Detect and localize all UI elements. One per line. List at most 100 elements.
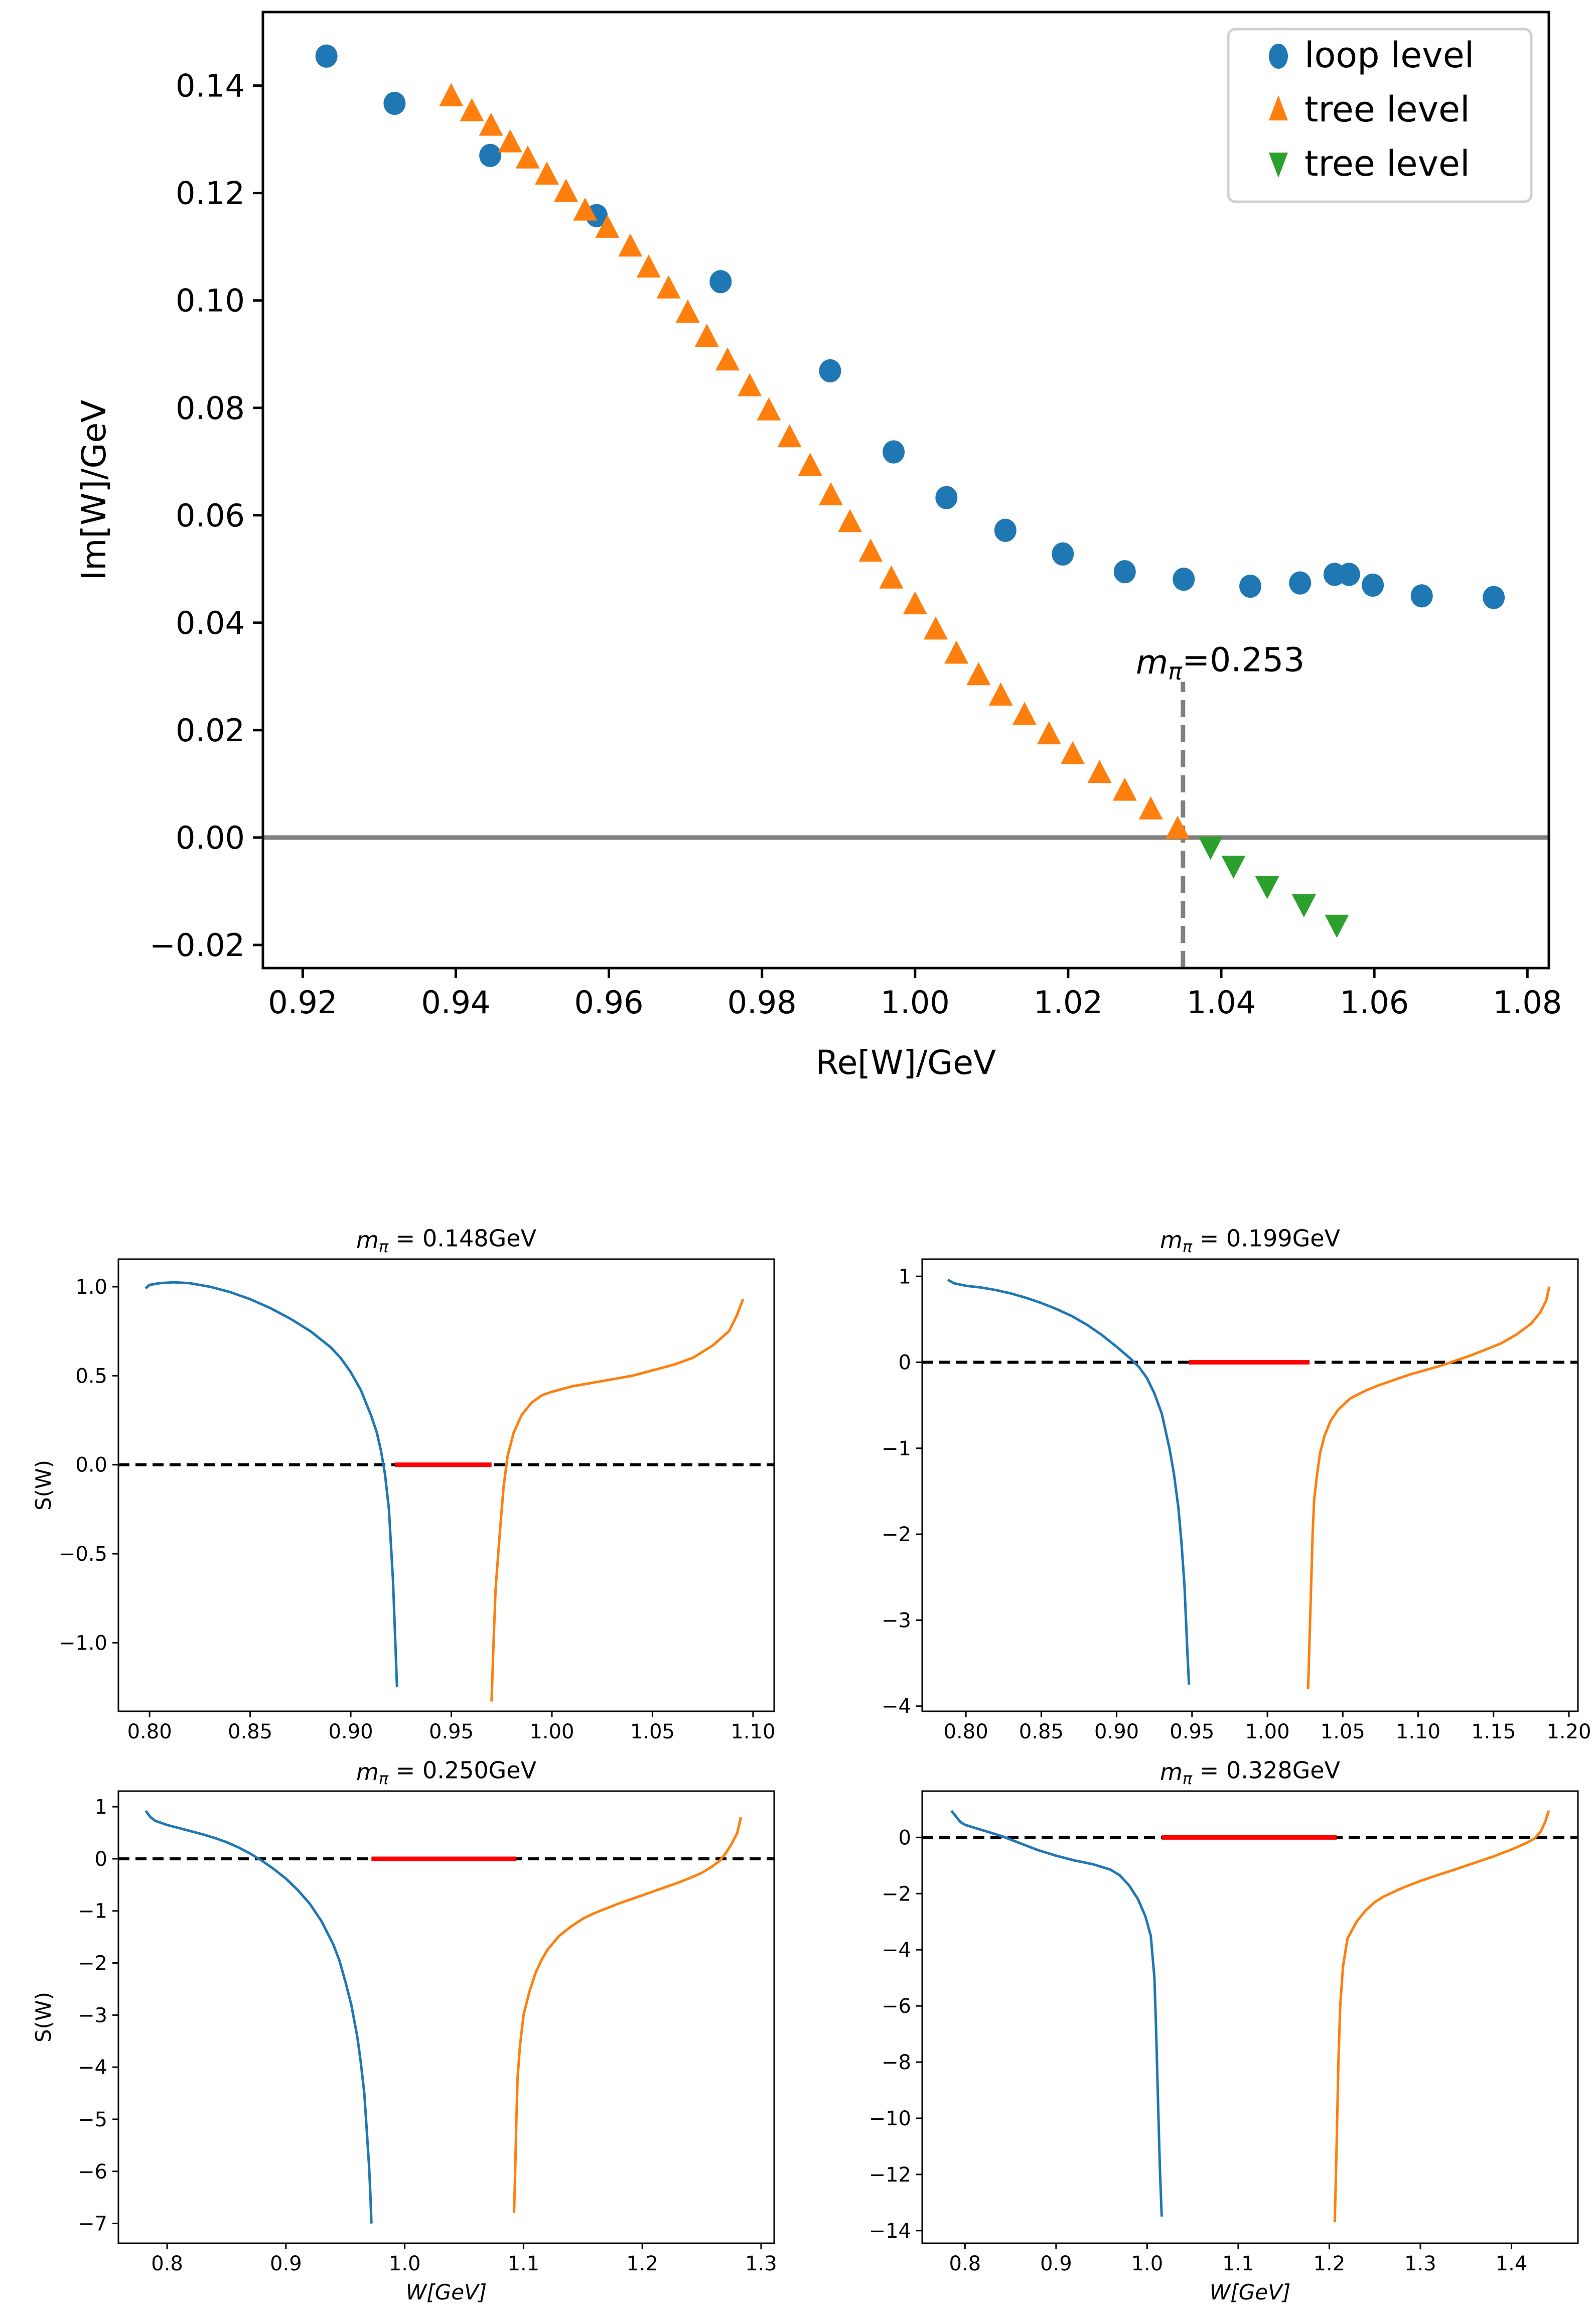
legend-triangle-down-icon <box>1269 153 1288 178</box>
y-tick-label: −4 <box>882 1939 911 1962</box>
loop-level-point <box>1483 586 1505 609</box>
tree-level-up-point <box>636 254 661 278</box>
x-tick-label: 1.0 <box>389 2252 421 2275</box>
tree-level-down-point <box>1325 914 1349 938</box>
x-tick-label: 1.4 <box>1496 2252 1528 2275</box>
x-tick-label: 0.92 <box>268 984 337 1021</box>
im-vs-re-scatter-chart: 0.92 0.94 0.96 0.98 1.00 1.02 1.04 1.06 1.08 −0.0… <box>75 11 1562 1082</box>
subplot-mpi-0148: 0.80 0.85 0.90 0.95 1.00 1.05 1.10 −1.0 −0.5 0.0 0… <box>31 1225 775 1743</box>
axes-frame <box>921 1258 1579 1712</box>
x-tick-label: 1.00 <box>881 984 950 1021</box>
legend-triangle-up-icon <box>1269 95 1288 120</box>
tree-level-up-point <box>554 179 578 202</box>
tree-level-up-point <box>694 324 719 347</box>
subplot-title-var: m <box>1160 1227 1183 1254</box>
tree-level-down-point <box>1221 855 1246 879</box>
tree-level-up-point <box>838 509 862 532</box>
x-tick-label: 0.80 <box>127 1720 172 1743</box>
y-tick-label: −1 <box>78 1900 107 1923</box>
y-tick-label: 0.06 <box>176 497 245 534</box>
y-tick-label: −0.5 <box>59 1543 107 1566</box>
subplot-title-subscript: π <box>1183 1769 1193 1788</box>
legend: loop level tree level tree level <box>1227 28 1533 203</box>
y-tick-label: −12 <box>869 2163 911 2187</box>
subplot-title-value: = 0.199GeV <box>1192 1225 1340 1252</box>
mpi-annotation-value: =0.253 <box>1182 641 1304 680</box>
tree-level-down-point <box>1198 837 1223 860</box>
subplot-title-var: m <box>356 1227 379 1254</box>
legend-label: tree level <box>1304 89 1470 130</box>
y-tick-label: 0.10 <box>176 283 245 319</box>
loop-level-point <box>819 359 841 383</box>
loop-level-point <box>883 440 905 464</box>
loop-level-point <box>994 518 1017 542</box>
axes-frame <box>261 11 1550 970</box>
y-tick-label: −3 <box>882 1609 911 1632</box>
y-tick-label: −7 <box>78 2213 107 2236</box>
y-tick-label: −4 <box>78 2056 107 2079</box>
loop-level-point <box>1239 574 1262 598</box>
tree-level-up-point <box>1166 816 1190 839</box>
loop-level-point <box>1052 542 1074 566</box>
subplot-title: mπ = 0.148GeV <box>356 1225 537 1257</box>
y-tick-label: −1 <box>882 1437 911 1460</box>
y-tick-label: 0.0 <box>75 1454 107 1477</box>
plot-lines <box>922 1810 1578 2223</box>
tree-level-up-point <box>439 83 464 106</box>
y-tick-label: 0 <box>95 1848 107 1871</box>
y-tick-label: 0.14 <box>176 68 245 104</box>
x-tick-label: 0.85 <box>228 1720 272 1743</box>
y-tick-label: −8 <box>882 2051 911 2074</box>
mpi-annotation-var: m <box>1136 643 1168 682</box>
tree-level-up-point <box>1087 760 1112 783</box>
loop-level-point <box>709 270 732 294</box>
loop-level-point <box>479 144 502 167</box>
left-branch-curve <box>144 1810 373 2224</box>
loop-level-point <box>1173 568 1195 591</box>
plot-lines <box>118 1810 774 2224</box>
tree-level-up-point <box>656 275 681 299</box>
x-tick-label: 0.9 <box>270 2252 302 2275</box>
subplot-title-subscript: π <box>379 1237 389 1256</box>
x-tick-label: 1.08 <box>1493 984 1562 1021</box>
y-tick-label: 0.04 <box>176 605 245 641</box>
x-tick-label: 0.96 <box>574 984 644 1021</box>
tree-level-up-point <box>618 233 643 257</box>
left-branch-curve <box>144 1281 398 1688</box>
loop-level-point <box>1338 563 1360 586</box>
x-tick-label: 1.1 <box>1222 2252 1254 2275</box>
y-axis-label: S(W) <box>31 1992 56 2043</box>
tree-level-up-point <box>798 452 822 476</box>
loop-level-point <box>383 91 406 115</box>
plot-lines <box>922 1278 1578 1689</box>
y-tick-label: 1 <box>899 1265 911 1288</box>
y-tick-label: −4 <box>882 1695 911 1718</box>
tree-level-up-point <box>966 662 991 686</box>
subplot-title-value: = 0.250GeV <box>388 1757 536 1784</box>
y-tick-label: 0.00 <box>176 820 245 856</box>
x-tick-label: 0.95 <box>1170 1720 1214 1743</box>
mpi-annotation: mπ=0.253 <box>1136 641 1304 686</box>
subplot-title-subscript: π <box>379 1769 389 1788</box>
x-tick-label: 0.8 <box>949 2252 981 2275</box>
x-tick-label: 1.10 <box>1396 1720 1440 1743</box>
x-tick-label: 1.1 <box>508 2252 540 2275</box>
tree-level-up-point <box>1138 796 1163 820</box>
plot-lines <box>118 1281 774 1702</box>
subplot-title-subscript: π <box>1183 1237 1193 1256</box>
tree-level-up-point <box>573 197 598 221</box>
legend-label: tree level <box>1304 143 1470 184</box>
x-tick-label: 1.10 <box>731 1720 775 1743</box>
x-tick-label: 0.95 <box>429 1720 474 1743</box>
right-branch-curve <box>1333 1810 1550 2223</box>
y-axis-label: S(W) <box>31 1460 56 1511</box>
loop-level-point <box>1113 560 1136 584</box>
x-tick-label: 1.06 <box>1340 984 1409 1021</box>
tree-level-up-point <box>479 112 503 136</box>
tree-level-up-point <box>757 397 781 421</box>
tree-level-up-point <box>944 640 969 664</box>
legend-circle-icon <box>1269 44 1288 69</box>
loop-level-point <box>1289 571 1312 595</box>
tree-level-up-point <box>738 373 762 396</box>
subplot-mpi-0250: 0.8 0.9 1.0 1.1 1.2 1.3 −7 −6 −5 −4 −3 −2 −1 0 1 mπ = 0… <box>31 1757 777 2304</box>
